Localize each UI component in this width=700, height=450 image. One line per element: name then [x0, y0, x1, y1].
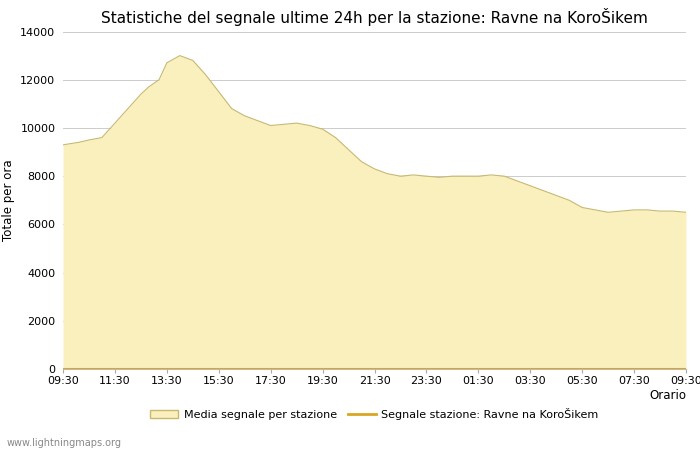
Title: Statistiche del segnale ultime 24h per la stazione: Ravne na KoroŠikem: Statistiche del segnale ultime 24h per l…	[101, 8, 648, 26]
X-axis label: Orario: Orario	[649, 389, 686, 402]
Text: www.lightningmaps.org: www.lightningmaps.org	[7, 438, 122, 448]
Legend: Media segnale per stazione, Segnale stazione: Ravne na KoroŠikem: Media segnale per stazione, Segnale staz…	[146, 403, 603, 424]
Y-axis label: Totale per ora: Totale per ora	[1, 159, 15, 241]
